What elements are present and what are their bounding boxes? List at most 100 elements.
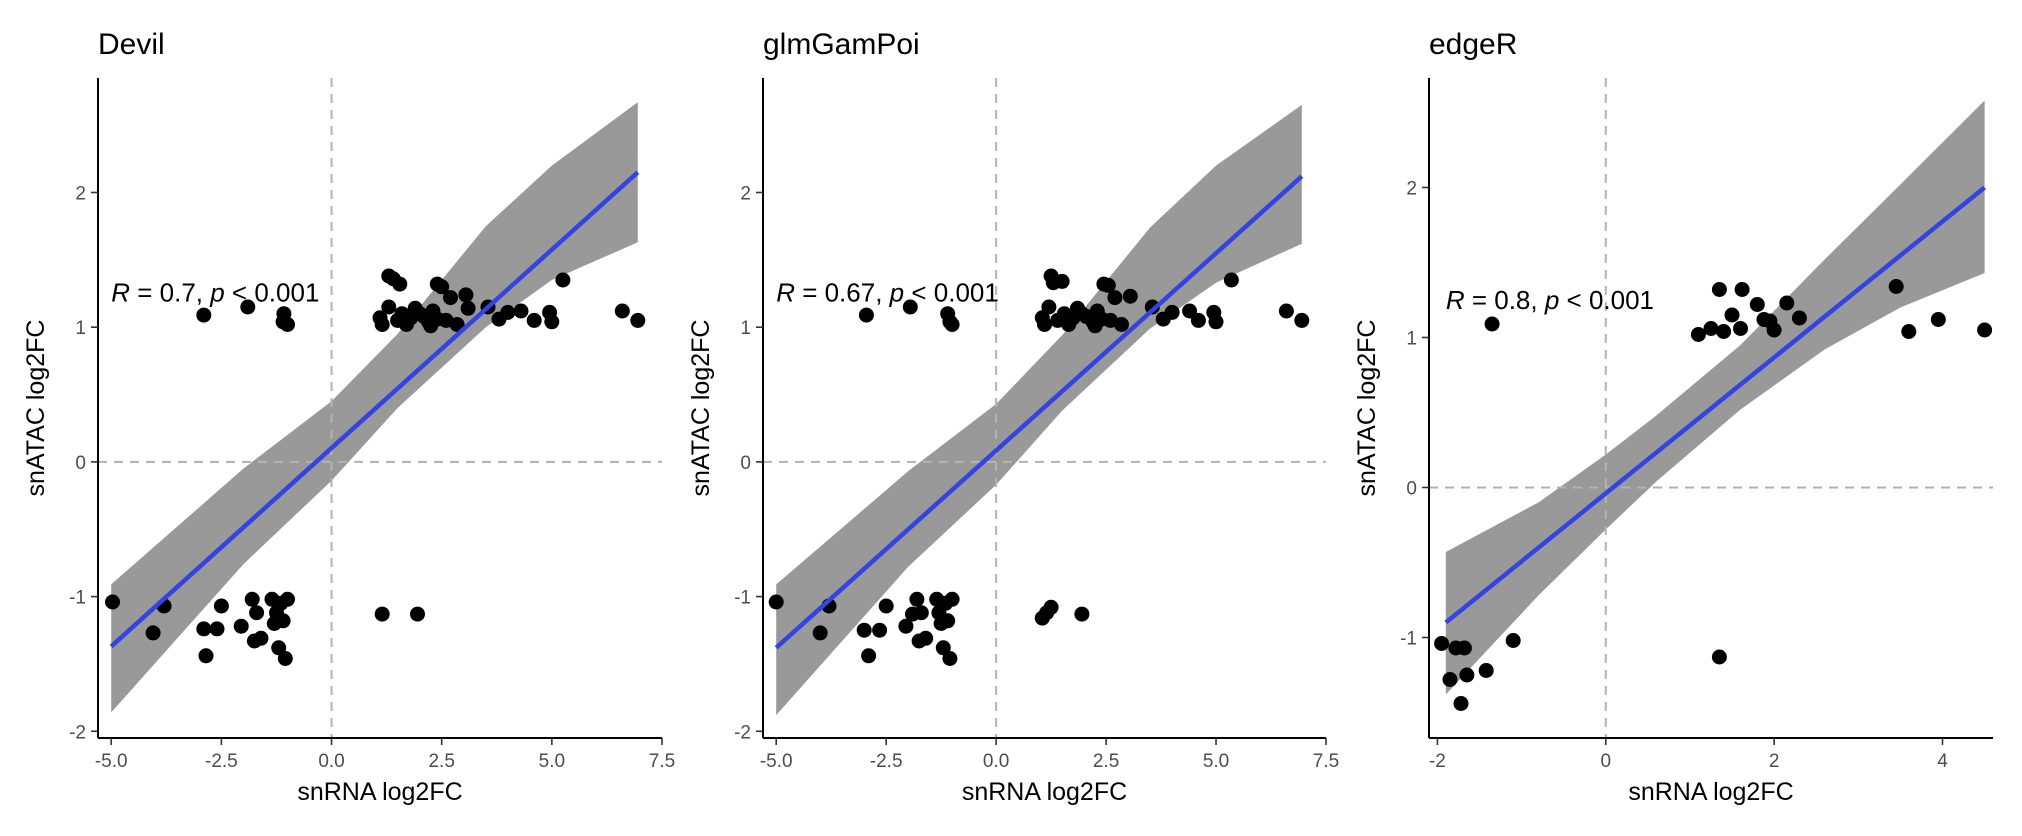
data-point (1716, 324, 1732, 339)
data-point (1484, 316, 1500, 332)
data-point (544, 314, 560, 330)
data-point (812, 625, 828, 641)
data-point (381, 299, 397, 315)
data-point (942, 651, 958, 666)
data-point (1977, 322, 1993, 338)
data-point (1711, 649, 1727, 665)
x-tick-label: 4 (1937, 751, 1948, 772)
y-tick-label: -2 (69, 722, 86, 743)
data-point (1734, 282, 1750, 297)
data-point (872, 622, 888, 638)
data-point (1114, 317, 1129, 332)
data-point (240, 299, 256, 315)
data-point (935, 640, 951, 656)
y-tick-label: -1 (69, 588, 86, 609)
data-point (856, 622, 872, 638)
annotation-r-prefix: R (776, 278, 795, 308)
data-point (1453, 696, 1469, 711)
data-point (145, 625, 161, 641)
data-point (1478, 663, 1494, 678)
x-tick-label: 5.0 (539, 751, 565, 772)
data-point (1434, 636, 1450, 651)
data-point (526, 312, 542, 328)
data-point (460, 300, 476, 316)
data-point (1164, 304, 1180, 320)
data-point (1182, 303, 1198, 319)
data-point (196, 307, 212, 323)
data-point (1505, 633, 1521, 648)
y-tick-label: 0 (75, 453, 86, 474)
annotation-r-value: = 0.8, (1465, 285, 1545, 315)
data-point (555, 272, 571, 288)
x-tick-label: 0.0 (983, 751, 1009, 772)
x-tick-label: 0.0 (318, 751, 344, 772)
x-tick-label: 0 (1600, 751, 1611, 772)
data-point (1442, 672, 1458, 687)
data-point (275, 613, 291, 629)
x-tick-label: 2.5 (1093, 751, 1119, 772)
regression-line (1444, 185, 1986, 625)
data-point (449, 317, 465, 332)
y-tick-label: 2 (75, 183, 86, 204)
data-point (1122, 288, 1138, 304)
data-point (944, 317, 960, 332)
data-point (858, 307, 874, 323)
x-tick-label: 2 (1769, 751, 1780, 772)
annotation-r-value: = 0.7, (130, 278, 210, 308)
y-tick-label: 0 (1406, 479, 1417, 500)
annotation-p-value: < 0.001 (1559, 285, 1654, 315)
y-axis-label: snATAC log2FC (687, 320, 715, 497)
data-point (392, 276, 408, 292)
data-point (768, 594, 784, 610)
data-point (249, 605, 265, 621)
data-point (1043, 599, 1059, 615)
data-point (280, 317, 295, 332)
y-axis-label: snATAC log2FC (1353, 320, 1381, 497)
data-point (1791, 310, 1807, 326)
data-point (1724, 307, 1740, 323)
edger-panel: edgeR R = 0.8, p < 0.001 -2 0 2 4 -1 0 1 2 snRNA l… (1353, 28, 1993, 806)
y-tick-label: 2 (1406, 179, 1417, 200)
data-point (374, 317, 390, 332)
y-tick-label: 2 (740, 183, 751, 204)
data-point (1223, 272, 1239, 288)
annotation-p-prefix: p (1544, 285, 1559, 315)
data-point (940, 613, 956, 629)
data-point (1749, 297, 1765, 312)
regression-line (109, 170, 640, 649)
data-point (1074, 606, 1090, 622)
data-point (209, 621, 225, 637)
data-point (500, 304, 516, 320)
data-point (1144, 299, 1160, 315)
confidence-band (1445, 100, 1985, 695)
annotation-p-prefix: p (209, 278, 224, 308)
data-point (1100, 277, 1116, 293)
x-axis-label: snRNA log2FC (962, 778, 1127, 806)
data-point (913, 605, 929, 621)
data-point (513, 303, 529, 319)
data-point (244, 591, 260, 607)
data-point (1711, 282, 1727, 297)
data-point (1278, 303, 1294, 319)
y-tick-label: 1 (75, 318, 86, 339)
data-point (1190, 312, 1206, 328)
annotation-p-prefix: p (889, 278, 904, 308)
data-point (410, 606, 425, 622)
annotation-p-value: < 0.001 (225, 278, 320, 308)
correlation-annotation: R = 0.7, p < 0.001 (111, 278, 319, 308)
y-tick-label: -1 (1400, 629, 1417, 650)
data-point (196, 621, 212, 637)
x-tick-label: -5.0 (760, 751, 793, 772)
data-point (614, 303, 630, 319)
data-point (1888, 279, 1904, 294)
data-point (277, 651, 293, 666)
x-axis-label: snRNA log2FC (1628, 778, 1793, 806)
data-point (861, 648, 877, 664)
data-point (630, 312, 646, 328)
data-point (271, 640, 287, 656)
data-point (1456, 640, 1472, 656)
data-point (944, 591, 960, 607)
panel-title: glmGamPoi (763, 28, 920, 61)
data-point (280, 591, 295, 607)
data-point (1208, 314, 1224, 330)
